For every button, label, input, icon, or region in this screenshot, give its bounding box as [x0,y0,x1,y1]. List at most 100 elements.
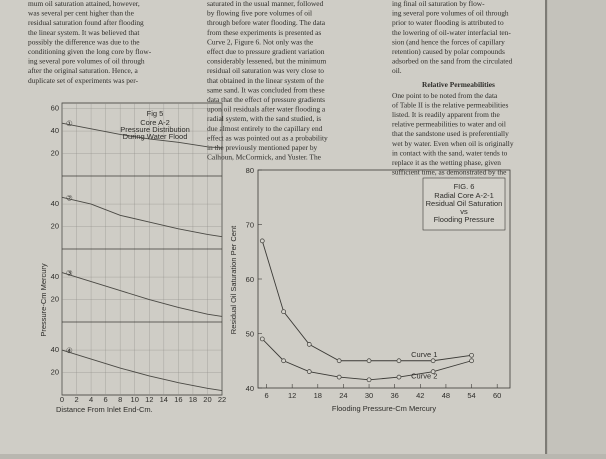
curve-label: Curve 2 [411,372,437,381]
fig-note: Pressure Distribution [120,125,190,134]
x-tick-label: 60 [493,391,501,400]
x-tick-label: 18 [189,395,197,404]
x-tick-label: 0 [60,395,64,404]
text-line: effect due to pressure gradient variatio… [207,47,325,56]
text-line: data that the effect of pressure gradien… [207,95,325,104]
x-tick-label: 22 [218,395,226,404]
text-line: ing several pore volumes of oil through [392,9,509,18]
fig-note: During Water Flood [123,132,188,141]
fig-note: vs [460,207,468,216]
text-line: same sand. It was concluded from these [207,85,325,94]
fig-note: Core A-2 [140,118,170,127]
text-line: effect as was pointed out as a probabili… [207,133,328,142]
text-line: retention) caused by polar compounds [392,47,505,56]
x-tick-label: 6 [104,395,108,404]
y-axis-label: Residual Oil Saturation Per Cent [229,225,238,334]
text-line: sion (and hence the forces of capillary [392,37,505,46]
x-tick-label: 8 [118,395,122,404]
fig-title: Fig 5 [147,109,164,118]
data-point [469,358,474,364]
data-point [281,358,286,364]
text-line: duplicate set of experiments was per- [28,76,139,85]
y-tick-label: 50 [246,330,254,339]
data-point [306,369,312,374]
text-line: due almost entirely to the capillary end [207,124,323,133]
y-tick-label: 20 [51,368,59,377]
pressure-line [61,122,223,149]
text-line: after the original saturation. Hence, a [28,66,139,75]
text-line: wet by water. Even when oil is originall… [392,139,514,148]
next-page [548,0,606,454]
y-tick-label: 70 [246,221,254,230]
text-line: Curve 2, Figure 6. Not only was the [207,37,314,46]
y-tick-label: 40 [51,126,59,135]
text-line: was several per cent higher than the [28,9,135,18]
x-tick-label: 12 [145,395,153,404]
fig-note: Residual Oil Saturation [426,199,503,208]
text-line: mum oil saturation attained, however, [28,0,140,8]
pressure-line [61,272,223,317]
x-tick-label: 2 [74,395,78,404]
fig-note: Radial Core A-2-1 [434,191,494,200]
fig-title: FIG. 6 [454,182,475,191]
curve-label: Curve 1 [411,350,437,359]
text-line: upon oil residuals after water flooding … [207,105,326,114]
panel-label: ② [66,193,73,202]
x-tick-label: 42 [416,391,424,400]
y-tick-label: 40 [51,345,59,354]
text-line: ing several pore volumes of oil through [28,57,145,66]
x-tick-label: 48 [442,391,450,400]
text-line: saturated in the usual manner, followed [207,0,324,8]
data-point [430,369,436,374]
text-line: possibly the difference was due to the [28,37,140,46]
data-point [259,238,265,244]
data-point [306,342,312,347]
text-line: residual saturation found after flooding [28,18,144,27]
fig-note: Flooding Pressure [434,215,495,224]
x-tick-label: 6 [264,391,268,400]
text-line: that the sandstone used is preferentiall… [392,129,509,138]
x-tick-label: 10 [131,395,139,404]
curve [261,240,472,362]
y-axis-label: Pressure-Cm Mercury [39,263,48,337]
y-tick-label: 80 [246,166,254,175]
text-line: replace it as the wetting phase, given [392,158,501,167]
y-tick-label: 60 [51,104,59,113]
text-line: conditioning given the long core by flow… [28,47,152,56]
y-tick-label: 20 [51,149,59,158]
pressure-line [61,349,223,391]
text-line: prior to water flooding is attributed to [392,18,504,27]
text-line: by flowing five pore volumes of oil [207,9,312,18]
x-axis-label: Flooding Pressure-Cm Mercury [332,404,436,413]
text-line: that obtained in the linear system of th… [207,76,325,85]
y-tick-label: 40 [51,272,59,281]
text-line: in the previously mentioned paper by [207,143,318,152]
text-line: oil. [392,66,402,75]
x-tick-label: 20 [203,395,211,404]
text-line: adsorbed on the sand from the circulated [392,57,513,66]
x-axis-label: Distance From Inlet End-Cm. [56,405,153,414]
text-line: from these experiments is presented as [207,28,321,37]
text-line: relative permeabilities to water and oil [392,120,506,129]
x-tick-label: 30 [365,391,373,400]
text-line: the lowering of oil-water interfacial te… [392,28,511,37]
x-tick-label: 12 [288,391,296,400]
x-tick-label: 14 [160,395,168,404]
text-line: listed. It is readily apparent from the [392,110,500,119]
data-point [259,336,265,342]
data-point [336,358,342,364]
y-tick-label: 40 [51,199,59,208]
curve [261,338,472,381]
text-line: One point to be noted from the data [392,91,498,100]
panel-label: ① [66,119,73,128]
x-tick-label: 36 [391,391,399,400]
data-point [366,377,372,383]
text-line: of Table II is the relative permeabiliti… [392,100,508,109]
x-tick-label: 4 [89,395,93,404]
text-line: considerably lessened, but the minimum [207,57,327,66]
panel-label: ④ [66,346,73,355]
data-point [396,358,402,364]
data-point [281,309,286,315]
